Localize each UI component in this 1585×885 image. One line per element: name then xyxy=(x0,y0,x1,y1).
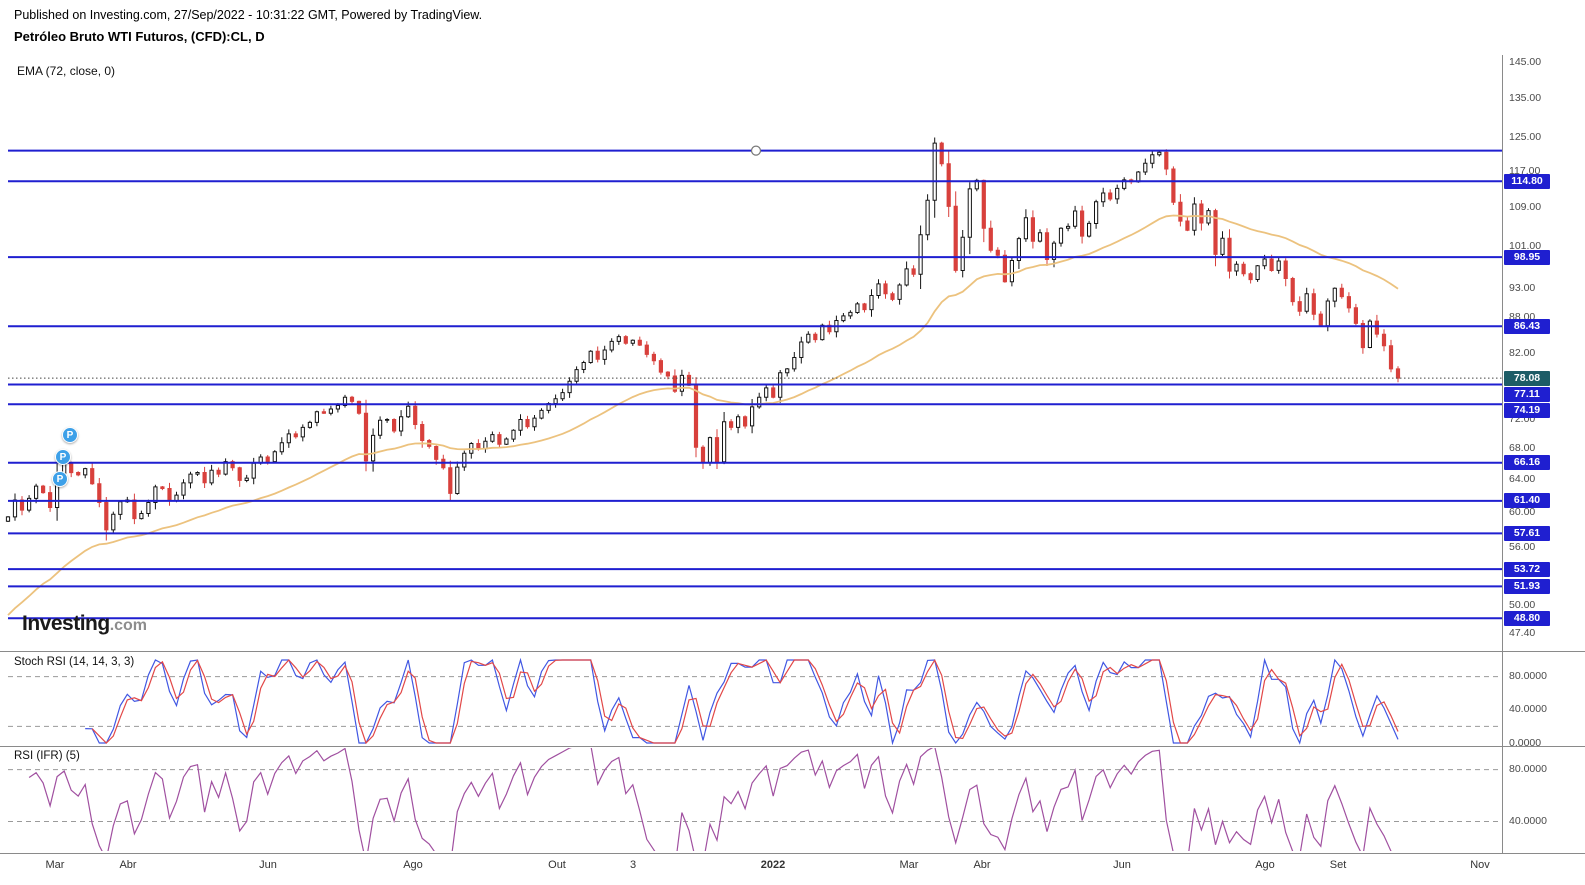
time-axis-label: Abr xyxy=(119,859,137,871)
price-tick-label: 82.00 xyxy=(1509,346,1536,359)
price-level-chip[interactable]: 74.19 xyxy=(1504,402,1550,418)
price-level-chip[interactable]: 51.93 xyxy=(1504,578,1550,594)
price-level-chip[interactable]: 53.72 xyxy=(1504,561,1550,577)
time-axis[interactable]: Mar Abr Jun Ago Out 3 2022 Mar Abr Jun Ago Set Nov xyxy=(0,854,1585,885)
time-axis-label: Ago xyxy=(403,859,423,871)
price-level-chip[interactable]: 57.61 xyxy=(1504,525,1550,541)
stoch-tick-label: 0.0000 xyxy=(1509,736,1542,749)
price-level-chip[interactable]: 86.43 xyxy=(1504,318,1550,334)
price-level-chip[interactable]: 98.95 xyxy=(1504,249,1550,265)
rsi-line xyxy=(28,748,1392,851)
price-tick-label: 93.00 xyxy=(1509,282,1536,295)
stoch-rsi-indicator-label[interactable]: Stoch RSI (14, 14, 3, 3) xyxy=(14,656,135,668)
time-axis-label: Jun xyxy=(259,859,277,871)
stoch-tick-label: 80.0000 xyxy=(1509,670,1547,683)
rsi-indicator-label[interactable]: RSI (IFR) (5) xyxy=(14,750,80,762)
ema-indicator-label[interactable]: EMA (72, close, 0) xyxy=(17,64,116,78)
investing-logo-brand: Investing xyxy=(22,612,110,635)
time-axis-label: Nov xyxy=(1470,859,1490,871)
price-tick-label: 64.00 xyxy=(1509,473,1536,486)
position-pin[interactable]: P xyxy=(62,426,78,443)
time-axis-label: Set xyxy=(1329,859,1347,871)
stoch-tick-label: 40.0000 xyxy=(1509,703,1547,716)
published-line: Published on Investing.com, 27/Sep/2022 … xyxy=(14,8,483,22)
price-level-lines[interactable] xyxy=(8,149,1502,620)
price-axis[interactable]: 145.00 135.00 125.00 117.00 109.00 101.00 93.0… xyxy=(1502,0,1585,885)
time-axis-label: 2022 xyxy=(760,859,786,871)
price-tick-label: 50.00 xyxy=(1509,599,1536,612)
price-level-chip[interactable]: 61.40 xyxy=(1504,493,1550,509)
stoch-d-line xyxy=(91,658,1399,745)
price-tick-label: 56.00 xyxy=(1509,541,1536,554)
price-tick-label: 47.40 xyxy=(1509,626,1536,639)
time-axis-label: Ago xyxy=(1255,859,1275,871)
time-axis-label: Mar xyxy=(45,859,65,871)
price-level-chip[interactable]: 114.80 xyxy=(1504,173,1550,189)
chart-header: Published on Investing.com, 27/Sep/2022 … xyxy=(0,0,1585,44)
candlestick-series xyxy=(5,137,1401,541)
time-axis-label: Mar xyxy=(899,859,919,871)
rsi-tick-label: 40.0000 xyxy=(1509,814,1547,827)
stoch-k-line xyxy=(85,657,1399,745)
price-tick-label: 109.00 xyxy=(1509,201,1542,214)
price-level-chip[interactable]: 48.80 xyxy=(1504,610,1550,626)
symbol-title: Petróleo Bruto WTI Futuros, (CFD):CL, D xyxy=(14,29,265,44)
investing-logo-suffix: .com xyxy=(109,617,148,634)
time-axis-label: Out xyxy=(548,859,566,871)
time-axis-label: Abr xyxy=(973,859,991,871)
price-tick-label: 145.00 xyxy=(1509,55,1542,68)
time-axis-label: 3 xyxy=(629,859,637,871)
price-level-chip[interactable]: 66.16 xyxy=(1504,455,1550,471)
price-tick-label: 60.00 xyxy=(1509,506,1536,519)
current-price-chip: 78.08 xyxy=(1504,370,1550,386)
price-tick-label: 135.00 xyxy=(1509,91,1542,104)
line-drag-handle[interactable] xyxy=(750,145,762,156)
position-pin[interactable]: P xyxy=(55,449,71,466)
price-tick-label: 125.00 xyxy=(1509,131,1542,144)
time-axis-label: Jun xyxy=(1113,859,1131,871)
investing-logo: Investing.com xyxy=(22,612,147,636)
position-pin[interactable]: P xyxy=(52,470,68,487)
price-tick-label: 68.00 xyxy=(1509,442,1536,455)
rsi-tick-label: 80.0000 xyxy=(1509,763,1547,776)
price-tick-label: 101.00 xyxy=(1509,240,1542,253)
ema-line xyxy=(7,214,1399,616)
price-level-chip[interactable]: 77.11 xyxy=(1504,386,1550,402)
